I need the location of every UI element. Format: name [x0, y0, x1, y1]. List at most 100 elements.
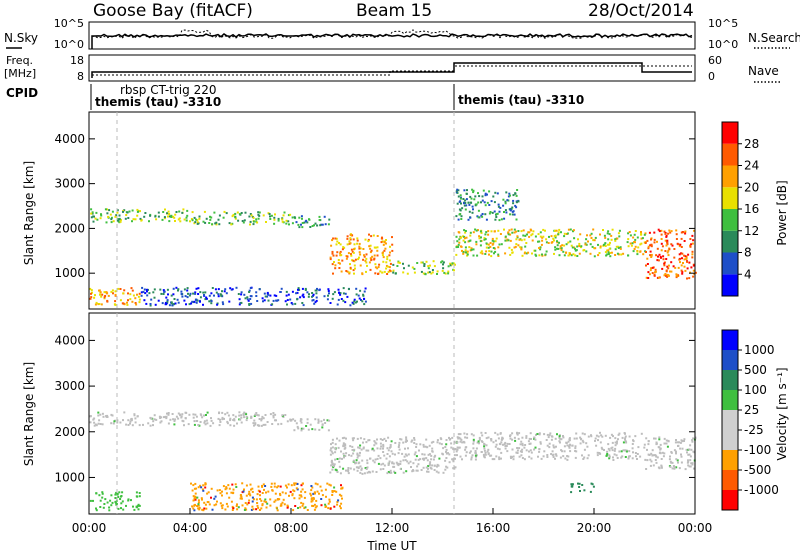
- power-cell-4: [416, 262, 419, 264]
- power-cell-6: [650, 237, 653, 240]
- power-cell-8: [205, 296, 208, 299]
- power-cell-5: [637, 246, 640, 249]
- velocity-cell-0: [289, 418, 292, 421]
- power-cell-8: [267, 299, 270, 302]
- velocity-cell-2: [423, 457, 426, 460]
- noise-search-label: N.Search: [748, 31, 800, 45]
- power-cell-6: [667, 232, 670, 235]
- power-cell-5: [484, 253, 487, 255]
- power-cell-0: [163, 217, 166, 220]
- power-cell-3: [348, 271, 351, 274]
- power-cell-6: [663, 264, 666, 267]
- power-cell-5: [567, 228, 570, 231]
- velocity-cell-0: [160, 420, 163, 423]
- power-cell-6: [666, 243, 669, 246]
- power-cell-8: [355, 293, 358, 296]
- power-cell-9: [491, 211, 494, 214]
- power-cell-3: [349, 263, 351, 266]
- velocity-cell-0: [224, 413, 227, 416]
- velocity-cell-0: [159, 421, 162, 424]
- power-cell-0: [116, 219, 119, 222]
- velocity-cell-4: [647, 440, 650, 443]
- power-cell-1: [238, 213, 241, 216]
- velocity-cell-0: [203, 421, 206, 424]
- power-cell-5: [487, 246, 490, 249]
- velocity-cell-2: [331, 438, 334, 441]
- velocity-cell-2: [389, 469, 392, 472]
- velocity-cell-3: [551, 450, 554, 453]
- power-cell-8: [150, 298, 153, 301]
- colorbar-tick-label: 100: [744, 383, 767, 397]
- power-cell-9: [484, 192, 487, 195]
- velocity-cell-3: [458, 446, 460, 449]
- power-cell-8: [159, 288, 162, 291]
- velocity-cell-0: [219, 421, 222, 423]
- power-cell-8: [249, 298, 252, 300]
- velocity-cell-3: [512, 458, 515, 461]
- velocity-cell-0: [226, 420, 229, 423]
- velocity-cell-0: [93, 421, 96, 424]
- power-cell-5: [538, 240, 541, 243]
- velocity-cell-2: [362, 447, 365, 450]
- velocity-cell-3: [624, 432, 626, 435]
- power-cell-5: [556, 244, 559, 247]
- velocity-cell-2: [377, 454, 380, 457]
- power-cell-5: [590, 232, 593, 235]
- velocity-cell-3: [485, 437, 488, 440]
- velocity-cell-3: [594, 439, 596, 442]
- velocity-cell-3: [498, 442, 501, 445]
- power-cell-6: [664, 273, 667, 275]
- velocity-cell-2: [331, 441, 334, 444]
- power-cell-3: [350, 254, 353, 257]
- velocity-cell-3: [530, 438, 532, 440]
- power-cell-9: [515, 218, 518, 221]
- power-cell-3: [369, 268, 372, 271]
- power-cell-0: [175, 211, 178, 213]
- x-tick-label: 04:00: [173, 521, 208, 535]
- power-cell-2: [319, 224, 322, 227]
- velocity-cell-3: [460, 438, 463, 441]
- power-cell-9: [477, 201, 480, 204]
- power-cell-6: [666, 241, 669, 244]
- velocity-cell-3: [599, 452, 602, 455]
- power-cell-9: [477, 209, 480, 212]
- velocity-cell-6: [203, 507, 206, 510]
- colorbar-segment: [722, 252, 738, 275]
- velocity-cell-7: [570, 483, 573, 486]
- power-cell-7: [90, 296, 93, 299]
- velocity-cell-3: [605, 454, 608, 457]
- power-cell-5: [592, 239, 595, 242]
- power-cell-0: [168, 215, 171, 218]
- velocity-cell-2: [331, 462, 334, 465]
- velocity-cell-2: [382, 445, 385, 448]
- power-cell-6: [654, 268, 657, 271]
- velocity-cell-4: [680, 455, 683, 458]
- velocity-cell-2: [331, 463, 334, 466]
- velocity-cell-6: [244, 507, 247, 510]
- power-cell-6: [650, 267, 652, 270]
- velocity-cell-3: [539, 441, 542, 444]
- power-cell-9: [512, 199, 515, 202]
- velocity-cell-6: [276, 486, 279, 489]
- velocity-cell-6: [337, 499, 340, 502]
- y-tick-label: 2000: [54, 425, 85, 439]
- velocity-cell-3: [634, 452, 637, 454]
- power-cell-9: [475, 203, 478, 206]
- power-cell-1: [269, 218, 272, 220]
- power-cell-5: [497, 229, 500, 232]
- velocity-cell-1: [326, 419, 329, 422]
- power-cell-0: [167, 215, 169, 218]
- velocity-cell-6: [313, 503, 316, 506]
- velocity-cell-0: [122, 419, 124, 422]
- power-cell-5: [513, 231, 516, 234]
- power-cell-5: [599, 233, 601, 236]
- velocity-cell-3: [457, 437, 460, 440]
- velocity-cell-4: [668, 458, 671, 461]
- velocity-cell-4: [683, 438, 686, 441]
- velocity-cell-2: [427, 453, 430, 456]
- velocity-cell-2: [389, 471, 392, 474]
- velocity-cell-4: [686, 461, 689, 464]
- velocity-cell-1: [300, 427, 303, 430]
- power-cell-5: [567, 241, 570, 244]
- power-cell-4: [425, 260, 428, 263]
